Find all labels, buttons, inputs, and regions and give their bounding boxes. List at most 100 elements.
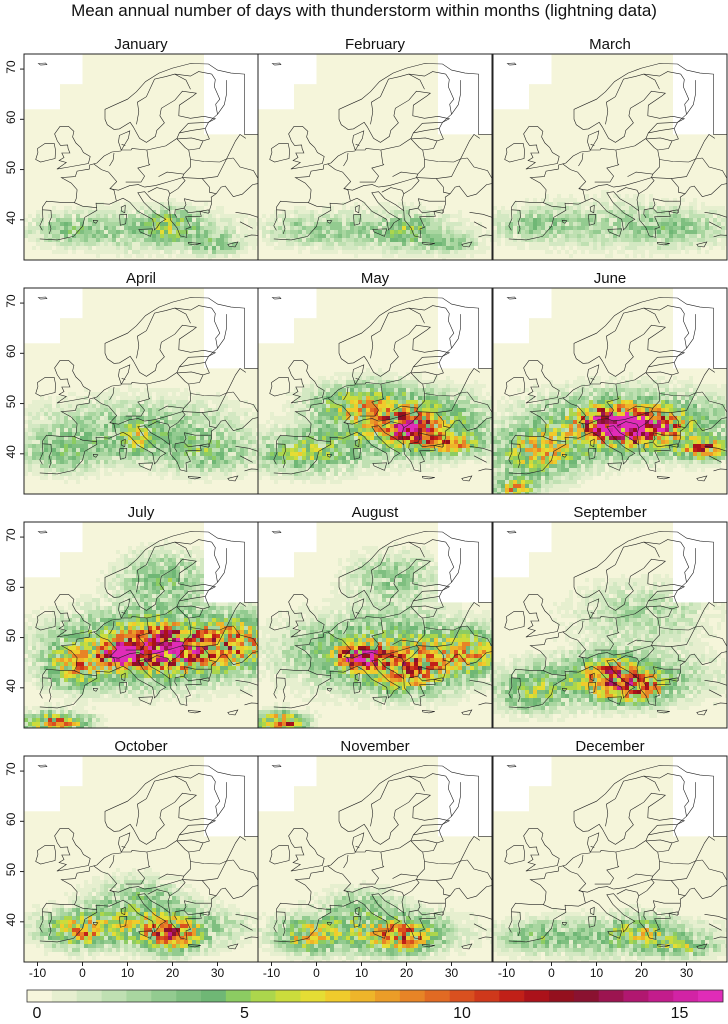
panel-frame [492, 755, 728, 963]
colorbar-swatch [225, 990, 252, 1002]
colorbar-swatch [623, 990, 649, 1002]
y-tick-label: 40 [4, 445, 18, 459]
no-data-mask [24, 522, 258, 603]
colorbar-swatch [375, 990, 401, 1002]
panel-frame [492, 53, 728, 261]
map-outlines [35, 530, 258, 716]
colorbar: 0 5 10 15 [26, 989, 724, 1022]
colorbar-swatch [648, 990, 674, 1002]
x-tick-label: 0 [79, 966, 86, 980]
colorbar-swatch [350, 990, 376, 1002]
colorbar-tick-label: 0 [33, 1005, 42, 1022]
colorbar-frame [26, 989, 724, 1003]
panel-title-april: April [126, 270, 156, 287]
panel-title-june: June [594, 270, 627, 287]
map-panel-july [23, 521, 259, 729]
no-data-mask [493, 54, 727, 135]
panel-frame [257, 521, 493, 729]
panel-frame [492, 287, 728, 495]
thunderstorm-days-field [24, 868, 258, 962]
panel-title-march: March [589, 36, 631, 53]
no-data-mask [493, 522, 727, 603]
x-tick-label: 30 [680, 966, 694, 980]
y-tick-label: 50 [4, 629, 18, 643]
panel-title-october: October [114, 738, 167, 755]
y-tick-label: 50 [4, 161, 18, 175]
colorbar-swatch [300, 990, 326, 1002]
x-tick-label: 30 [445, 966, 459, 980]
map-panel-april [23, 287, 259, 495]
panel-frame [257, 53, 493, 261]
map-panel-june [492, 287, 728, 495]
colorbar-swatch [325, 990, 351, 1002]
y-tick-label: 70 [4, 528, 18, 542]
map-outlines [504, 530, 727, 716]
x-tick-label: 10 [121, 966, 135, 980]
colorbar-swatch [151, 990, 177, 1002]
map-outlines [269, 62, 492, 248]
map-outlines [35, 296, 258, 482]
thunderstorm-days-field [24, 198, 258, 260]
x-tick-label: -10 [263, 966, 281, 980]
x-tick-label: 10 [355, 966, 369, 980]
x-tick-label: 20 [400, 966, 414, 980]
colorbar-swatch [201, 990, 227, 1002]
map-outlines [504, 62, 727, 248]
panel-title-december: December [575, 738, 644, 755]
x-tick-label: 20 [635, 966, 649, 980]
colorbar-tick-label: 10 [453, 1005, 471, 1022]
y-tick-label: 60 [4, 344, 18, 358]
thunderstorm-days-field [493, 904, 727, 962]
map-outlines [35, 62, 258, 248]
colorbar-swatch [51, 990, 78, 1002]
map-panel-february [257, 53, 493, 261]
map-panel-january [23, 53, 259, 261]
y-tick-label: 60 [4, 812, 18, 826]
map-panel-september [492, 521, 728, 729]
panel-title-july: July [128, 504, 155, 521]
map-panel-december [492, 755, 728, 963]
thunderstorm-days-field [258, 202, 492, 260]
map-panel-october [23, 755, 259, 963]
colorbar-swatch [101, 990, 127, 1002]
y-tick-label: 70 [4, 294, 18, 308]
x-tick-label: 0 [548, 966, 555, 980]
panel-title-september: September [573, 504, 646, 521]
colorbar-swatch [598, 990, 624, 1002]
thunderstorm-days-field [493, 190, 727, 258]
panel-title-may: May [361, 270, 390, 287]
colorbar-swatch [27, 990, 53, 1002]
colorbar-tick-label: 5 [240, 1005, 249, 1022]
map-outlines [269, 296, 492, 482]
y-tick-label: 50 [4, 863, 18, 877]
x-tick-label: -10 [29, 966, 47, 980]
colorbar-swatch [449, 990, 475, 1002]
y-tick-label: 60 [4, 578, 18, 592]
map-outlines [269, 764, 492, 950]
y-tick-label: 40 [4, 679, 18, 693]
colorbar-swatch [126, 990, 152, 1002]
y-tick-label: 50 [4, 395, 18, 409]
panel-frame [257, 755, 493, 963]
x-tick-label: 0 [313, 966, 320, 980]
y-tick-label: 70 [4, 60, 18, 74]
panel-title-november: November [340, 738, 409, 755]
thunderstorm-days-field [24, 538, 258, 728]
x-tick-label: -10 [498, 966, 516, 980]
map-panel-august [257, 521, 493, 729]
thunderstorm-days-field [493, 372, 727, 494]
thunderstorm-days-field [258, 880, 492, 962]
colorbar-swatch [573, 990, 600, 1002]
panel-title-august: August [352, 504, 400, 521]
y-tick-label: 70 [4, 762, 18, 776]
colorbar-swatch [250, 990, 276, 1002]
y-tick-label: 60 [4, 110, 18, 124]
colorbar-swatch [399, 990, 426, 1002]
colorbar-swatch [499, 990, 525, 1002]
panel-frame [257, 287, 493, 495]
colorbar-swatch [524, 990, 550, 1002]
colorbar-swatch [76, 990, 102, 1002]
map-outlines [504, 296, 727, 482]
map-panel-may [257, 287, 493, 495]
